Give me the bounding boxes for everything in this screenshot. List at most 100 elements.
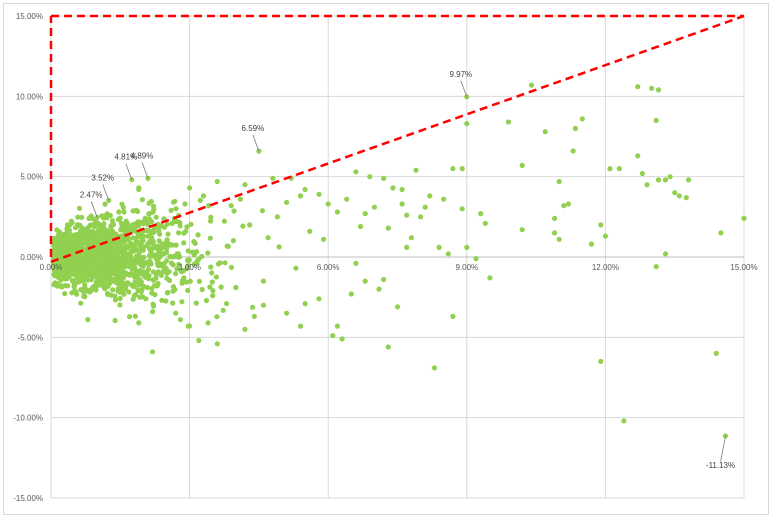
data-point <box>114 272 120 278</box>
data-point <box>101 253 108 259</box>
data-point <box>72 232 78 238</box>
data-point <box>150 277 157 283</box>
data-point <box>635 84 641 90</box>
data-point <box>106 231 112 237</box>
x-tick-label: 9.00% <box>455 263 478 272</box>
data-label-leader <box>102 184 110 201</box>
data-point <box>150 252 156 258</box>
data-point <box>222 260 228 266</box>
data-point <box>64 226 70 232</box>
data-point <box>653 117 659 123</box>
data-point <box>184 224 190 230</box>
data-point <box>362 278 368 284</box>
data-labels: 2.47% 3.52% 4.81%4.89% 6.59% 9.97% -11.13% <box>80 70 735 470</box>
y-tick-labels: 15.00% 10.00% 5.00% 0.00% -5.00% -10.00% -15.0… <box>13 12 43 503</box>
data-point <box>111 247 117 253</box>
data-point <box>459 166 465 172</box>
data-point <box>136 320 142 326</box>
data-point <box>662 251 669 257</box>
data-point <box>519 162 525 168</box>
data-point <box>164 221 170 227</box>
data-point <box>165 231 171 237</box>
data-point <box>565 201 572 207</box>
data-point <box>167 253 173 260</box>
data-point <box>464 121 470 127</box>
data-point <box>110 264 116 270</box>
data-point <box>208 214 214 220</box>
data-point <box>112 259 118 265</box>
data-point <box>598 358 604 364</box>
data-point <box>404 244 410 250</box>
data-point <box>570 148 576 154</box>
data-point <box>431 365 438 371</box>
data-point <box>97 233 103 240</box>
data-point <box>598 222 604 228</box>
data-point <box>205 320 211 326</box>
data-point <box>79 214 85 220</box>
data-point <box>75 238 81 244</box>
data-point <box>209 279 215 285</box>
data-point <box>115 277 121 283</box>
data-point <box>371 204 377 210</box>
data-point <box>104 215 110 221</box>
data-point <box>473 256 479 262</box>
data-point <box>427 193 433 199</box>
y-tick-label: -5.00% <box>18 333 43 342</box>
data-point <box>139 197 145 203</box>
data-point <box>140 260 146 266</box>
data-point <box>284 199 290 205</box>
data-point <box>141 283 147 289</box>
data-point <box>157 223 163 229</box>
data-point <box>177 317 183 323</box>
data-point <box>98 268 105 274</box>
data-point <box>209 270 215 276</box>
data-point <box>519 227 525 233</box>
data-point <box>168 207 174 213</box>
data-point <box>394 304 401 310</box>
data-point <box>572 125 579 132</box>
data-point <box>101 221 107 227</box>
data-point <box>116 209 122 215</box>
data-point <box>132 313 138 319</box>
data-point <box>199 286 205 293</box>
data-point <box>132 278 138 285</box>
data-point <box>119 267 125 273</box>
data-point <box>149 286 155 292</box>
data-points <box>50 82 747 439</box>
data-point <box>157 261 163 267</box>
data-point <box>247 222 253 228</box>
data-point <box>399 186 405 193</box>
data-point <box>180 268 187 274</box>
data-point <box>72 247 78 253</box>
data-point <box>602 233 609 239</box>
data-point <box>215 261 222 267</box>
data-point <box>96 282 102 288</box>
x-tick-label: 12.00% <box>592 263 619 272</box>
data-point <box>92 260 98 266</box>
data-point <box>131 293 137 299</box>
data-point <box>92 223 98 230</box>
data-point <box>68 246 74 253</box>
data-point <box>251 313 257 319</box>
data-point <box>72 265 78 271</box>
data-point <box>192 240 198 246</box>
data-label-leader <box>125 163 133 180</box>
data-point <box>62 283 68 289</box>
data-point <box>220 307 226 313</box>
data-point <box>316 191 322 197</box>
data-point <box>64 222 71 228</box>
data-point <box>207 284 213 290</box>
data-point <box>135 254 141 260</box>
data-point <box>104 245 110 251</box>
data-point <box>52 271 58 277</box>
data-point <box>89 239 95 245</box>
data-point <box>183 228 189 234</box>
data-point <box>68 218 74 224</box>
data-point <box>207 235 213 241</box>
data-label-leader <box>720 435 726 462</box>
data-point <box>148 230 154 236</box>
data-point <box>182 201 188 207</box>
data-point <box>362 211 368 217</box>
data-point <box>125 252 131 258</box>
data-point <box>250 304 256 310</box>
